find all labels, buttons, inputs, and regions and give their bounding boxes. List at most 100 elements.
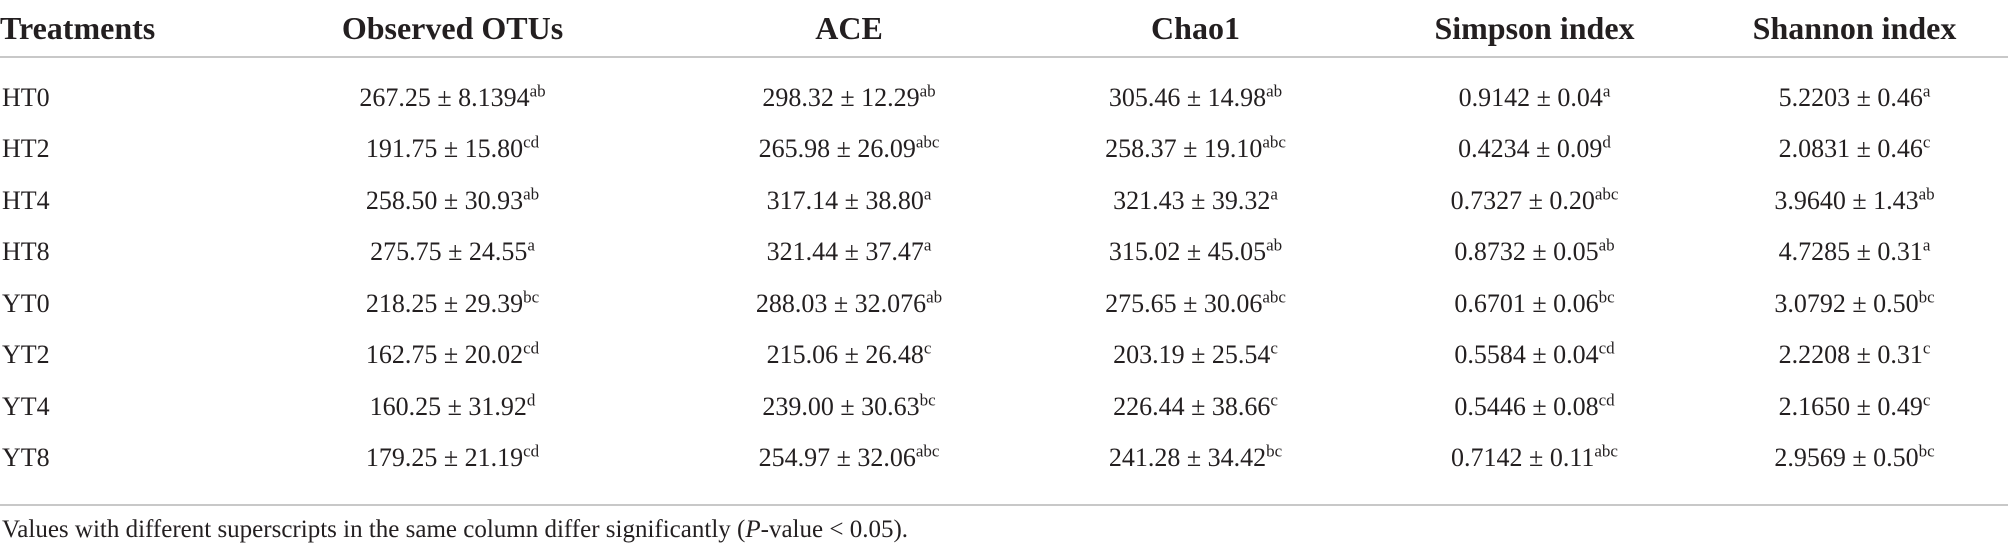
table-row: YT8 179.25 ± 21.19cd 254.97 ± 32.06abc 2… [0, 433, 2008, 497]
cell-superscript: cd [523, 441, 540, 461]
cell-value: 265.98 ± 26.09 [758, 134, 916, 164]
cell-value: 5.2203 ± 0.46 [1778, 82, 1923, 112]
cell-value: 321.44 ± 37.47 [766, 237, 924, 267]
cell-superscript: abc [915, 132, 940, 152]
cell-value: 241.28 ± 34.42 [1108, 443, 1267, 473]
cell-value: 203.19 ± 25.54 [1113, 340, 1271, 370]
table-bottom-rule [0, 504, 2008, 506]
cell-value: 0.4234 ± 0.09 [1458, 134, 1603, 164]
cell-superscript: cd [523, 132, 540, 152]
cell-value: 3.0792 ± 0.50 [1774, 288, 1919, 318]
cell-superscript: abc [915, 441, 940, 461]
chao1-cell: 241.28 ± 34.42bc [1023, 433, 1368, 497]
observed-otus-cell: 160.25 ± 31.92d [230, 381, 675, 433]
table-row: YT0 218.25 ± 29.39bc 288.03 ± 32.076ab 2… [0, 278, 2008, 330]
cell-superscript: bc [1598, 287, 1615, 307]
cell-superscript: a [1922, 235, 1931, 255]
simpson-cell: 0.4234 ± 0.09d [1368, 124, 1701, 176]
simpson-cell: 0.6701 ± 0.06bc [1368, 278, 1701, 330]
shannon-cell: 3.9640 ± 1.43ab [1701, 175, 2008, 227]
cell-superscript: abc [1262, 287, 1286, 307]
ace-cell: 265.98 ± 26.09abc [675, 124, 1023, 176]
cell-value: 4.7285 ± 0.31 [1778, 237, 1923, 267]
cell-superscript: abc [1594, 184, 1619, 204]
cell-superscript: bc [919, 390, 936, 410]
ace-cell: 254.97 ± 32.06abc [675, 433, 1023, 497]
table-row: HT2 191.75 ± 15.80cd 265.98 ± 26.09abc 2… [0, 124, 2008, 176]
cell-superscript: ab [523, 184, 540, 204]
cell-superscript: d [1602, 132, 1611, 152]
cell-superscript: a [1270, 184, 1278, 204]
cell-value: 2.1650 ± 0.49 [1778, 391, 1923, 421]
treatment-cell: YT0 [2, 288, 50, 318]
observed-otus-cell: 162.75 ± 20.02cd [230, 330, 675, 382]
cell-value: 191.75 ± 15.80 [365, 134, 524, 164]
shannon-cell: 2.0831 ± 0.46c [1701, 124, 2008, 176]
cell-superscript: c [1922, 132, 1931, 152]
cell-superscript: c [1270, 390, 1278, 410]
shannon-cell: 3.0792 ± 0.50bc [1701, 278, 2008, 330]
table-row: HT0 267.25 ± 8.1394ab 298.32 ± 12.29ab 3… [0, 57, 2008, 124]
chao1-cell: 275.65 ± 30.06abc [1023, 278, 1368, 330]
cell-superscript: ab [919, 81, 936, 101]
table-row: HT8 275.75 ± 24.55a 321.44 ± 37.47a 315.… [0, 227, 2008, 279]
cell-value: 0.7142 ± 0.11 [1451, 443, 1595, 473]
cell-superscript: d [526, 390, 536, 410]
cell-value: 254.97 ± 32.06 [758, 443, 916, 473]
cell-superscript: bc [1266, 441, 1283, 461]
treatment-cell: HT4 [2, 185, 50, 215]
cell-value: 0.6701 ± 0.06 [1454, 288, 1599, 318]
treatment-cell: YT8 [2, 443, 50, 473]
treatment-cell: YT2 [2, 340, 50, 370]
table-footnote: Values with different superscripts in th… [2, 516, 908, 544]
cell-value: 2.9569 ± 0.50 [1774, 443, 1919, 473]
cell-value: 3.9640 ± 1.43 [1774, 185, 1919, 215]
treatment-cell: YT4 [2, 391, 50, 421]
ace-cell: 298.32 ± 12.29ab [675, 57, 1023, 124]
chao1-cell: 226.44 ± 38.66c [1023, 381, 1368, 433]
cell-value: 298.32 ± 12.29 [762, 82, 920, 112]
observed-otus-cell: 191.75 ± 15.80cd [230, 124, 675, 176]
observed-otus-cell: 267.25 ± 8.1394ab [230, 57, 675, 124]
cell-superscript: a [527, 235, 535, 255]
header-ace: ACE [675, 0, 1023, 58]
cell-superscript: c [1922, 338, 1931, 358]
cell-superscript: ab [926, 287, 943, 307]
cell-value: 275.75 ± 24.55 [370, 237, 528, 267]
cell-superscript: abc [1594, 441, 1618, 461]
cell-superscript: a [923, 235, 932, 255]
header-simpson-index: Simpson index [1368, 0, 1701, 58]
diversity-table: Treatments Observed OTUs ACE Chao1 Simps… [0, 0, 2008, 497]
treatment-cell: HT0 [2, 82, 50, 112]
cell-value: 162.75 ± 20.02 [365, 340, 524, 370]
observed-otus-cell: 218.25 ± 29.39bc [230, 278, 675, 330]
cell-value: 179.25 ± 21.19 [365, 443, 524, 473]
footnote-text-after: -value < 0.05). [760, 516, 909, 543]
cell-superscript: ab [1918, 184, 1935, 204]
header-row: Treatments Observed OTUs ACE Chao1 Simps… [0, 0, 2008, 58]
simpson-cell: 0.7142 ± 0.11abc [1368, 433, 1701, 497]
simpson-cell: 0.5446 ± 0.08cd [1368, 381, 1701, 433]
cell-superscript: bc [1918, 287, 1935, 307]
table-row: YT4 160.25 ± 31.92d 239.00 ± 30.63bc 226… [0, 381, 2008, 433]
observed-otus-cell: 258.50 ± 30.93ab [230, 175, 675, 227]
cell-superscript: a [1922, 81, 1931, 101]
table-row: YT2 162.75 ± 20.02cd 215.06 ± 26.48c 203… [0, 330, 2008, 382]
cell-value: 2.2208 ± 0.31 [1778, 340, 1923, 370]
cell-value: 0.5584 ± 0.04 [1454, 340, 1599, 370]
ace-cell: 288.03 ± 32.076ab [675, 278, 1023, 330]
chao1-cell: 203.19 ± 25.54c [1023, 330, 1368, 382]
chao1-cell: 321.43 ± 39.32a [1023, 175, 1368, 227]
header-treatments: Treatments [0, 0, 230, 58]
cell-value: 305.46 ± 14.98 [1108, 82, 1267, 112]
cell-superscript: ab [1266, 235, 1283, 255]
cell-superscript: c [1270, 338, 1278, 358]
cell-superscript: bc [523, 287, 540, 307]
footnote-italic-p: P [745, 516, 761, 543]
cell-superscript: abc [1262, 132, 1286, 152]
cell-superscript: cd [523, 338, 540, 358]
observed-otus-cell: 275.75 ± 24.55a [230, 227, 675, 279]
shannon-cell: 5.2203 ± 0.46a [1701, 57, 2008, 124]
cell-superscript: c [923, 338, 932, 358]
cell-value: 239.00 ± 30.63 [762, 391, 920, 421]
